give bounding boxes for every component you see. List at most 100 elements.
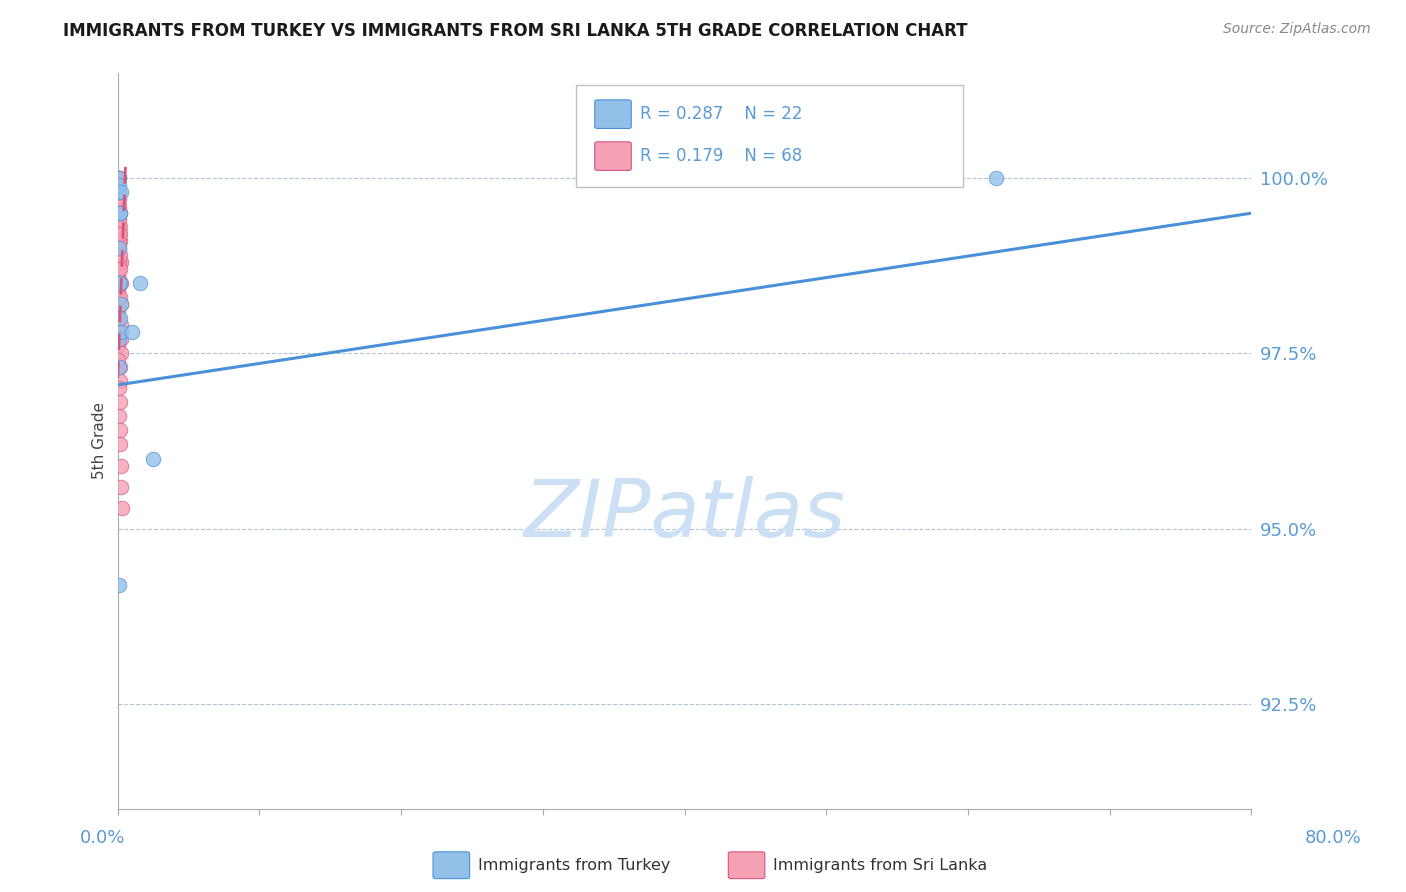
Point (108, 360, 131, 375)
Point (108, 262, 131, 277)
Point (108, 206, 131, 220)
Point (108, 171, 131, 186)
Point (129, 277, 152, 291)
Text: R = 0.179    N = 68: R = 0.179 N = 68 (640, 147, 801, 165)
Point (110, 297, 132, 311)
Point (107, 297, 129, 311)
Point (110, 185, 132, 199)
Point (107, 185, 129, 199)
Point (107, 171, 129, 186)
Point (107, 277, 129, 291)
Point (108, 424, 131, 438)
Point (107, 269, 129, 284)
Point (108, 409, 131, 424)
Point (108, 227, 131, 242)
Point (108, 277, 131, 291)
Point (107, 339, 129, 353)
Point (110, 479, 132, 493)
Point (107, 297, 129, 311)
Text: 80.0%: 80.0% (1305, 829, 1361, 847)
Point (108, 213, 131, 227)
Point (107, 277, 129, 291)
Point (107, 206, 129, 220)
Point (110, 290, 132, 304)
Point (121, 326, 143, 340)
Point (108, 185, 131, 199)
Point (107, 304, 129, 318)
Point (107, 290, 129, 304)
Point (107, 192, 129, 206)
Point (107, 332, 129, 346)
Point (108, 234, 131, 248)
Point (110, 500, 132, 515)
Point (107, 227, 129, 242)
Point (110, 346, 132, 360)
Point (108, 171, 131, 186)
Point (108, 220, 131, 235)
Point (107, 220, 129, 235)
Point (108, 360, 131, 375)
Point (107, 206, 129, 220)
Point (108, 277, 131, 291)
Point (107, 178, 129, 193)
Point (107, 311, 129, 326)
Point (107, 185, 129, 199)
Point (986, 171, 1008, 186)
Point (107, 192, 129, 206)
Point (108, 206, 131, 220)
Text: Immigrants from Turkey: Immigrants from Turkey (478, 858, 671, 872)
Point (108, 178, 131, 193)
Point (110, 297, 132, 311)
Point (107, 185, 129, 199)
Point (108, 311, 131, 326)
Point (108, 241, 131, 255)
Point (108, 577, 131, 591)
Text: 0.0%: 0.0% (80, 829, 125, 847)
Point (107, 171, 129, 186)
Point (110, 234, 132, 248)
Point (107, 318, 129, 333)
Point (107, 326, 129, 340)
Point (107, 241, 129, 255)
Text: ZIPatlas: ZIPatlas (523, 475, 845, 554)
Point (107, 199, 129, 213)
Point (107, 171, 129, 186)
Point (110, 437, 132, 451)
Text: Source: ZipAtlas.com: Source: ZipAtlas.com (1223, 22, 1371, 37)
Point (110, 206, 132, 220)
Point (107, 241, 129, 255)
Point (110, 318, 132, 333)
Text: Immigrants from Sri Lanka: Immigrants from Sri Lanka (773, 858, 987, 872)
Text: IMMIGRANTS FROM TURKEY VS IMMIGRANTS FROM SRI LANKA 5TH GRADE CORRELATION CHART: IMMIGRANTS FROM TURKEY VS IMMIGRANTS FRO… (63, 22, 967, 40)
Point (107, 241, 129, 255)
Point (107, 283, 129, 297)
Point (110, 458, 132, 473)
Point (107, 227, 129, 242)
Point (107, 234, 129, 248)
Point (107, 206, 129, 220)
Point (107, 255, 129, 269)
Point (110, 277, 132, 291)
Point (108, 227, 131, 242)
Point (107, 353, 129, 368)
Point (110, 326, 132, 340)
Point (107, 199, 129, 213)
Point (108, 381, 131, 395)
Point (107, 255, 129, 269)
Point (108, 395, 131, 409)
Point (107, 262, 129, 277)
Point (107, 262, 129, 277)
Point (108, 206, 131, 220)
Point (108, 277, 131, 291)
Point (142, 451, 165, 466)
Point (107, 248, 129, 262)
Point (108, 332, 131, 346)
Y-axis label: 5th Grade: 5th Grade (93, 402, 107, 480)
Point (107, 269, 129, 284)
Point (110, 332, 132, 346)
Text: R = 0.287    N = 22: R = 0.287 N = 22 (640, 105, 803, 123)
Point (108, 375, 131, 389)
Point (108, 248, 131, 262)
Point (110, 255, 132, 269)
Point (107, 213, 129, 227)
